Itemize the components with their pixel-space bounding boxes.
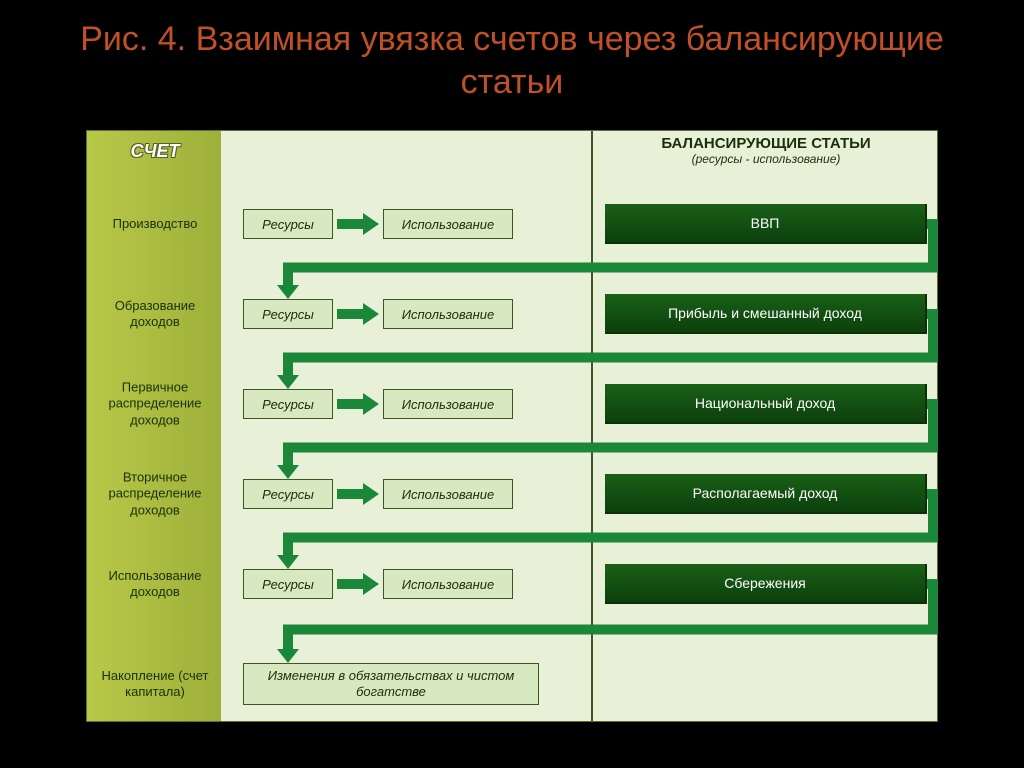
arrow-icon [337, 487, 379, 501]
usage-box: Использование [383, 299, 513, 329]
arrow-icon [337, 217, 379, 231]
account-label: Вторичное распределение доходов [91, 470, 219, 519]
account-label: Производство [91, 216, 219, 232]
header-balancing-main: БАЛАНСИРУЮЩИЕ СТАТЬИ [605, 135, 927, 152]
header-balancing: БАЛАНСИРУЮЩИЕ СТАТЬИ (ресурсы - использо… [605, 135, 927, 166]
final-changes-box: Изменения в обязательствах и чистом бога… [243, 663, 539, 705]
diagram-row: Производство Ресурсы Использование ВВП [87, 189, 937, 259]
diagram-row-final: Накопление (счет капитала) Изменения в об… [87, 649, 937, 719]
usage-box: Использование [383, 389, 513, 419]
header-account: СЧЕТ [97, 141, 213, 162]
slide: Рис. 4. Взаимная увязка счетов через бал… [0, 0, 1024, 768]
resources-box: Ресурсы [243, 209, 333, 239]
balancing-box: Национальный доход [605, 384, 927, 424]
resources-box: Ресурсы [243, 299, 333, 329]
arrow-icon [337, 577, 379, 591]
account-label: Образование доходов [91, 298, 219, 331]
account-label: Использование доходов [91, 568, 219, 601]
resources-box: Ресурсы [243, 479, 333, 509]
resources-box: Ресурсы [243, 389, 333, 419]
balancing-box: Располагаемый доход [605, 474, 927, 514]
resources-box: Ресурсы [243, 569, 333, 599]
account-label: Первичное распределение доходов [91, 380, 219, 429]
balancing-box: Прибыль и смешанный доход [605, 294, 927, 334]
diagram: СЧЕТ БАЛАНСИРУЮЩИЕ СТАТЬИ (ресурсы - исп… [86, 130, 938, 722]
balancing-box: Сбережения [605, 564, 927, 604]
usage-box: Использование [383, 479, 513, 509]
usage-box: Использование [383, 209, 513, 239]
account-label: Накопление (счет капитала) [91, 668, 219, 701]
slide-title: Рис. 4. Взаимная увязка счетов через бал… [0, 0, 1024, 115]
balancing-box: ВВП [605, 204, 927, 244]
header-balancing-sub: (ресурсы - использование) [605, 152, 927, 166]
diagram-row: Вторичное распределение доходов Ресурсы Ис… [87, 459, 937, 529]
diagram-row: Первичное распределение доходов Ресурсы Ис… [87, 369, 937, 439]
diagram-row: Использование доходов Ресурсы Использовани… [87, 549, 937, 619]
arrow-icon [337, 307, 379, 321]
usage-box: Использование [383, 569, 513, 599]
diagram-row: Образование доходов Ресурсы Использование П… [87, 279, 937, 349]
arrow-icon [337, 397, 379, 411]
